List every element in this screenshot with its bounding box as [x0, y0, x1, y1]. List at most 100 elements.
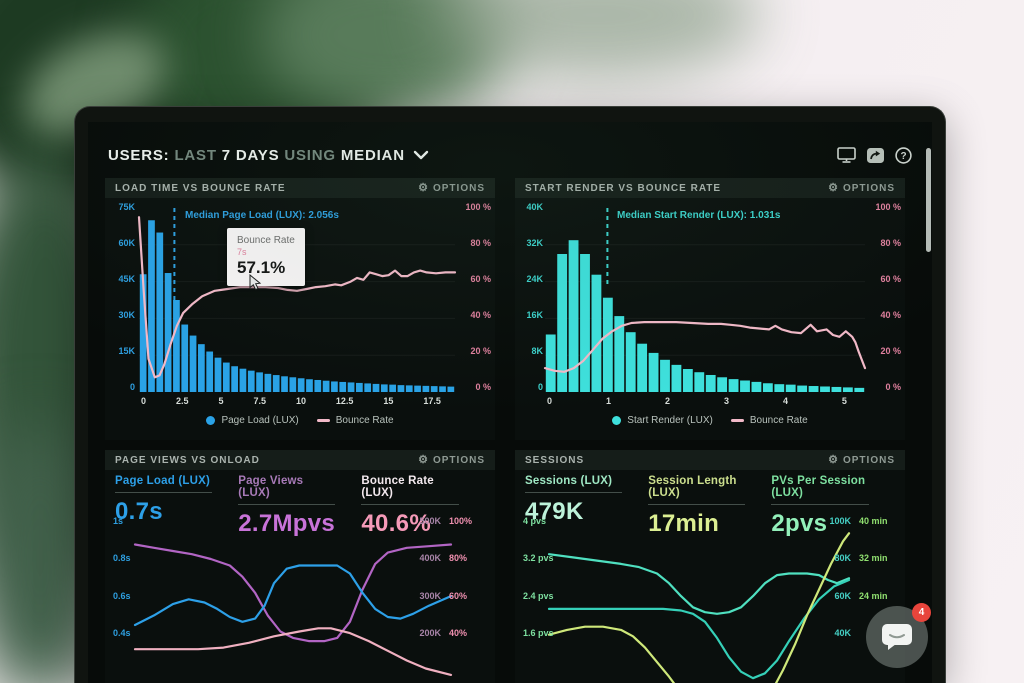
x-axis-label: 3: [723, 396, 729, 406]
histogram-bar[interactable]: [842, 387, 853, 392]
histogram-bar[interactable]: [717, 377, 728, 392]
options-button[interactable]: ⚙ OPTIONS: [828, 181, 895, 194]
histogram-bar[interactable]: [422, 385, 430, 392]
histogram-bar[interactable]: [164, 273, 172, 392]
histogram-bar[interactable]: [206, 351, 214, 392]
y-axis-left-label: 2.4 pvs: [523, 590, 554, 601]
histogram-bar[interactable]: [682, 369, 693, 392]
histogram-bar[interactable]: [389, 384, 396, 392]
histogram-bar[interactable]: [306, 379, 313, 392]
histogram-bar[interactable]: [322, 380, 330, 392]
histogram-bar[interactable]: [189, 335, 197, 392]
histogram-bar[interactable]: [785, 384, 796, 392]
histogram-bar[interactable]: [831, 386, 842, 392]
bounce-rate-line[interactable]: [543, 320, 867, 373]
histogram-bar[interactable]: [728, 379, 739, 392]
x-axis: 0 2.5 5 7.5 10 12.5 15 17.5: [141, 396, 441, 406]
histogram-bar[interactable]: [774, 384, 785, 392]
histogram-bar[interactable]: [808, 386, 819, 392]
histogram-bar[interactable]: [339, 381, 347, 392]
histogram-bar[interactable]: [671, 364, 682, 392]
histogram-bar[interactable]: [181, 324, 189, 392]
histogram-bar[interactable]: [557, 254, 568, 392]
histogram-bar[interactable]: [256, 372, 263, 392]
histogram-bar[interactable]: [272, 375, 280, 392]
display-icon[interactable]: [837, 147, 856, 163]
session-length-line[interactable]: [547, 532, 851, 683]
histogram-bar[interactable]: [314, 379, 322, 392]
histogram-bar[interactable]: [820, 386, 830, 392]
histogram-bar[interactable]: [331, 381, 338, 392]
histogram-bar[interactable]: [580, 254, 590, 392]
legend-item-bounce-rate[interactable]: Bounce Rate: [730, 415, 808, 426]
histogram-bar[interactable]: [694, 372, 705, 392]
sessions-line[interactable]: [547, 578, 851, 680]
histogram-bar[interactable]: [156, 232, 164, 392]
histogram-bar[interactable]: [264, 373, 272, 392]
legend-item-start-render[interactable]: Start Render (LUX): [612, 415, 713, 426]
legend-item-page-load[interactable]: Page Load (LUX): [206, 415, 299, 426]
histogram-bar[interactable]: [198, 344, 205, 392]
histogram-bar[interactable]: [648, 352, 659, 392]
histogram-bar[interactable]: [281, 376, 288, 392]
pvs-per-session-line[interactable]: [547, 553, 851, 615]
histogram-bar[interactable]: [637, 343, 648, 392]
histogram-bar[interactable]: [356, 382, 363, 392]
histogram-bar[interactable]: [380, 384, 388, 392]
panel-header: SESSIONS ⚙ OPTIONS: [515, 450, 905, 470]
histogram-bar[interactable]: [247, 370, 255, 392]
histogram-bar[interactable]: [751, 381, 762, 392]
page-views-line[interactable]: [133, 543, 453, 643]
histogram-bar[interactable]: [173, 300, 180, 392]
options-button[interactable]: ⚙ OPTIONS: [418, 182, 485, 194]
histogram-bar[interactable]: [414, 385, 421, 392]
histogram-bar[interactable]: [568, 240, 579, 392]
histogram-bar[interactable]: [222, 362, 230, 392]
histogram-bar[interactable]: [397, 385, 405, 392]
help-icon[interactable]: ?: [895, 146, 912, 164]
histogram-bar[interactable]: [430, 386, 438, 392]
histogram-bar[interactable]: [545, 334, 556, 393]
histogram-bar[interactable]: [614, 316, 625, 392]
histogram-bar[interactable]: [289, 377, 297, 392]
histogram-bar[interactable]: [705, 374, 716, 392]
legend-item-bounce-rate[interactable]: Bounce Rate: [316, 415, 394, 426]
histogram-bar[interactable]: [364, 383, 372, 392]
histogram-bar[interactable]: [439, 386, 446, 392]
histogram-bar[interactable]: [660, 359, 670, 392]
bounce-rate-line[interactable]: [137, 216, 457, 379]
histogram-bar[interactable]: [297, 378, 305, 392]
legend-label: Page Load (LUX): [221, 415, 299, 426]
histogram-bar[interactable]: [625, 332, 636, 392]
histogram-bar[interactable]: [139, 274, 147, 392]
histogram-bar[interactable]: [405, 385, 413, 392]
y-axis-right-label: 60 %: [470, 274, 491, 284]
y-axis-right-label: 40 %: [880, 310, 901, 320]
share-icon[interactable]: [867, 147, 884, 163]
histogram-bar[interactable]: [602, 297, 613, 392]
histogram-bar[interactable]: [447, 386, 455, 392]
histogram-bar[interactable]: [347, 382, 355, 392]
chat-launcher-button[interactable]: 4: [866, 603, 931, 668]
page-load-line[interactable]: [133, 564, 453, 627]
options-button[interactable]: ⚙ OPTIONS: [418, 454, 485, 466]
histogram-bar[interactable]: [239, 368, 247, 392]
gear-icon: ⚙: [828, 181, 839, 194]
histogram-bar[interactable]: [148, 220, 155, 392]
scrollbar[interactable]: [926, 148, 931, 252]
histogram-bar[interactable]: [214, 357, 222, 392]
histogram-bar[interactable]: [854, 387, 865, 392]
options-button[interactable]: ⚙ OPTIONS: [828, 454, 895, 466]
histogram-bar[interactable]: [231, 366, 238, 392]
x-axis-label: 12.5: [335, 396, 354, 406]
y-axis-left-label: 24K: [526, 274, 543, 284]
x-axis-label: 17.5: [423, 396, 441, 406]
histogram-bar[interactable]: [762, 383, 773, 392]
chevron-down-icon[interactable]: [413, 150, 429, 160]
histogram-bar[interactable]: [372, 383, 380, 392]
bounce-rate-line[interactable]: [133, 627, 453, 676]
histogram-bar[interactable]: [797, 385, 808, 392]
histogram-bar[interactable]: [740, 380, 750, 393]
histogram-bar[interactable]: [591, 274, 602, 392]
